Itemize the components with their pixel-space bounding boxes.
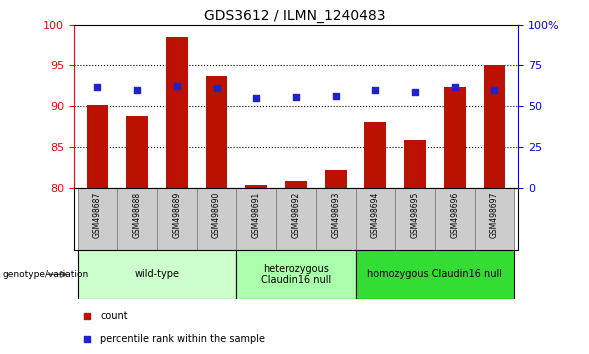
- Bar: [395, 188, 435, 250]
- Bar: [356, 188, 395, 250]
- Bar: [117, 188, 157, 250]
- Text: GDS3612 / ILMN_1240483: GDS3612 / ILMN_1240483: [204, 9, 385, 23]
- Bar: [365, 122, 386, 188]
- Text: GSM498688: GSM498688: [133, 192, 141, 238]
- Bar: [316, 188, 356, 250]
- Point: [331, 93, 340, 98]
- Bar: [356, 250, 514, 299]
- Point: [172, 83, 181, 89]
- Text: wild-type: wild-type: [134, 269, 180, 279]
- Bar: [78, 250, 236, 299]
- Bar: [435, 188, 475, 250]
- Text: GSM498690: GSM498690: [212, 192, 221, 238]
- Bar: [166, 37, 188, 188]
- Bar: [276, 188, 316, 250]
- Text: percentile rank within the sample: percentile rank within the sample: [100, 333, 265, 343]
- Bar: [157, 188, 197, 250]
- Bar: [206, 76, 227, 188]
- Text: GSM498697: GSM498697: [490, 192, 499, 238]
- Bar: [285, 181, 307, 188]
- Point: [370, 87, 380, 93]
- Bar: [475, 188, 514, 250]
- Point: [412, 215, 422, 221]
- Point: [133, 87, 142, 93]
- Text: GSM498696: GSM498696: [451, 192, 459, 238]
- Text: genotype/variation: genotype/variation: [3, 270, 89, 279]
- Bar: [484, 65, 505, 188]
- Bar: [444, 87, 466, 188]
- Point: [411, 89, 420, 95]
- Point: [490, 87, 499, 93]
- Bar: [246, 185, 267, 188]
- Bar: [126, 116, 148, 188]
- Point: [292, 95, 301, 100]
- Bar: [236, 188, 276, 250]
- Bar: [78, 188, 117, 250]
- Text: GSM498689: GSM498689: [173, 192, 181, 238]
- Text: heterozygous
Claudin16 null: heterozygous Claudin16 null: [261, 263, 331, 285]
- Bar: [87, 105, 108, 188]
- Bar: [325, 170, 346, 188]
- Bar: [236, 250, 356, 299]
- Text: GSM498691: GSM498691: [252, 192, 261, 238]
- Bar: [197, 188, 236, 250]
- Point: [412, 11, 422, 17]
- Text: GSM498694: GSM498694: [371, 192, 380, 238]
- Point: [92, 85, 102, 90]
- Point: [212, 85, 221, 91]
- Text: GSM498692: GSM498692: [292, 192, 300, 238]
- Text: GSM498695: GSM498695: [411, 192, 419, 238]
- Text: GSM498687: GSM498687: [93, 192, 102, 238]
- Bar: [404, 141, 426, 188]
- Text: count: count: [100, 311, 128, 321]
- Text: homozygous Claudin16 null: homozygous Claudin16 null: [368, 269, 502, 279]
- Point: [252, 95, 261, 101]
- Point: [450, 85, 459, 90]
- Text: GSM498693: GSM498693: [331, 192, 340, 238]
